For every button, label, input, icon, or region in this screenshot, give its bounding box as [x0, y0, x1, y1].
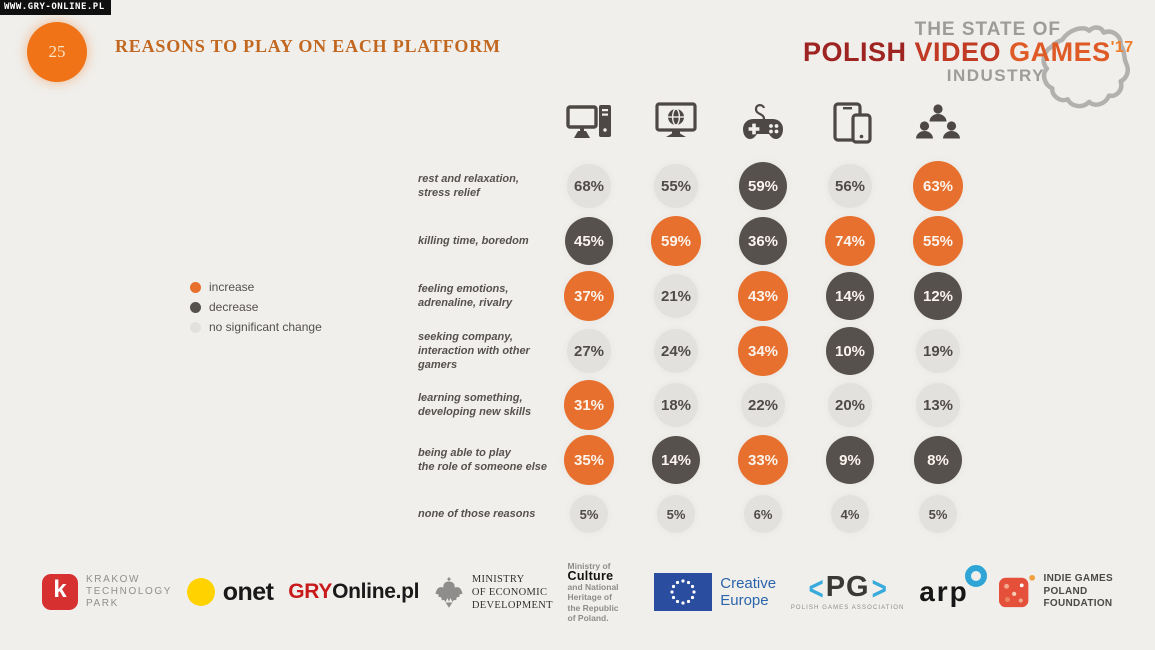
- value-circle: 14%: [826, 272, 874, 320]
- value-circle: 59%: [651, 216, 701, 266]
- logo-polish-games-association: < PG > POLISH GAMES ASSOCIATION: [790, 568, 905, 611]
- partner-logos-bar: k KRAKOW TECHNOLOGY PARK onet GRYOnline.…: [0, 556, 1155, 628]
- value-circle: 56%: [828, 164, 872, 208]
- value-circle: 8%: [914, 436, 962, 484]
- value-circle: 19%: [916, 329, 960, 373]
- value-circle: 5%: [919, 495, 957, 533]
- value-circle: 5%: [570, 495, 608, 533]
- gamepad-console-icon: [740, 99, 786, 147]
- row-label: none of those reasons: [418, 508, 536, 520]
- onet-dot-icon: [186, 578, 215, 606]
- value-circle: 74%: [825, 216, 875, 266]
- legend-item-no-change: no significant change: [190, 320, 322, 334]
- row-label: killing time, boredom: [418, 235, 529, 247]
- report-logo: THE STATE OF POLISH VIDEO GAMES'17 INDUS…: [803, 19, 1134, 109]
- value-circle: 6%: [744, 495, 782, 533]
- row-label: learning something, developing new skills: [418, 392, 532, 418]
- logo-gryonline: GRYOnline.pl: [288, 580, 420, 603]
- value-circle: 55%: [654, 164, 698, 208]
- row-label: being able to play the role of someone el…: [418, 447, 547, 473]
- arp-ring-icon: [964, 565, 987, 587]
- value-circle: 22%: [741, 383, 785, 427]
- decrease-dot-icon: [190, 301, 201, 313]
- desktop-pc-icon: [566, 99, 612, 147]
- value-circle: 5%: [657, 495, 695, 533]
- logo-ministry-culture: Ministry of Culture and National Heritag…: [567, 560, 619, 624]
- value-circle: 14%: [652, 436, 700, 484]
- logo-creative-europe: Creative Europe: [654, 573, 776, 611]
- browser-games-icon: [653, 99, 699, 147]
- logo-ministry-economic-development: MINISTRY OF ECONOMIC DEVELOPMENT: [434, 573, 553, 612]
- eu-flag-icon: [654, 573, 713, 611]
- report-logo-line1: THE STATE OF: [914, 19, 1061, 40]
- value-circle: 18%: [654, 383, 698, 427]
- value-circle: 36%: [739, 217, 787, 265]
- report-logo-line3: INDUSTRY: [946, 65, 1045, 85]
- value-circle: 68%: [567, 164, 611, 208]
- value-circle: 59%: [739, 162, 787, 210]
- row-label: seeking company, interaction with other g…: [418, 331, 530, 371]
- value-circle: 43%: [738, 271, 788, 321]
- row-label: feeling emotions, adrenaline, rivalry: [418, 283, 513, 309]
- left-bracket-icon: <: [808, 568, 824, 607]
- value-circle: 45%: [565, 217, 613, 265]
- report-logo-line2: POLISH VIDEO GAMES'17: [803, 37, 1134, 68]
- mobile-devices-icon: [827, 99, 873, 147]
- value-circle: 34%: [738, 326, 788, 376]
- no-change-dot-icon: [190, 321, 201, 333]
- report-year: '17: [1110, 39, 1134, 57]
- logo-indie-games-poland: INDIE GAMES POLAND FOUNDATION: [998, 573, 1113, 611]
- increase-dot-icon: [190, 281, 201, 293]
- legend-item-decrease: decrease: [190, 300, 322, 314]
- poland-map-icon: [1041, 25, 1131, 109]
- logo-krakow-technology-park: k KRAKOW TECHNOLOGY PARK: [42, 574, 172, 610]
- value-circle: 20%: [828, 383, 872, 427]
- legend: increase decrease no significant change: [190, 280, 322, 340]
- value-circle: 21%: [654, 274, 698, 318]
- value-circle: 27%: [567, 329, 611, 373]
- value-circle: 24%: [654, 329, 698, 373]
- value-circle: 12%: [914, 272, 962, 320]
- value-circle: 37%: [564, 271, 614, 321]
- legend-item-increase: increase: [190, 280, 322, 294]
- value-circle: 9%: [826, 436, 874, 484]
- igp-die-icon: [998, 574, 1035, 608]
- value-circle: 4%: [831, 495, 869, 533]
- social-games-icon: [915, 99, 961, 147]
- value-circle: 13%: [916, 383, 960, 427]
- logo-onet: onet: [186, 578, 274, 607]
- value-circle: 35%: [564, 435, 614, 485]
- value-circle: 10%: [826, 327, 874, 375]
- page-title: REASONS TO PLAY ON EACH PLATFORM: [115, 36, 501, 56]
- watermark: WWW.GRY-ONLINE.PL: [0, 0, 111, 15]
- page-number-badge: 25: [27, 22, 87, 82]
- row-label: rest and relaxation, stress relief: [418, 173, 519, 199]
- value-circle: 63%: [913, 161, 963, 211]
- right-bracket-icon: >: [871, 568, 887, 607]
- logo-arp: arp: [919, 565, 987, 606]
- page-number: 25: [48, 42, 66, 61]
- value-circle: 33%: [738, 435, 788, 485]
- eagle-emblem-icon: [435, 577, 463, 608]
- value-circle: 31%: [564, 380, 614, 430]
- ktp-mark-icon: k: [42, 574, 78, 610]
- value-circle: 55%: [913, 216, 963, 266]
